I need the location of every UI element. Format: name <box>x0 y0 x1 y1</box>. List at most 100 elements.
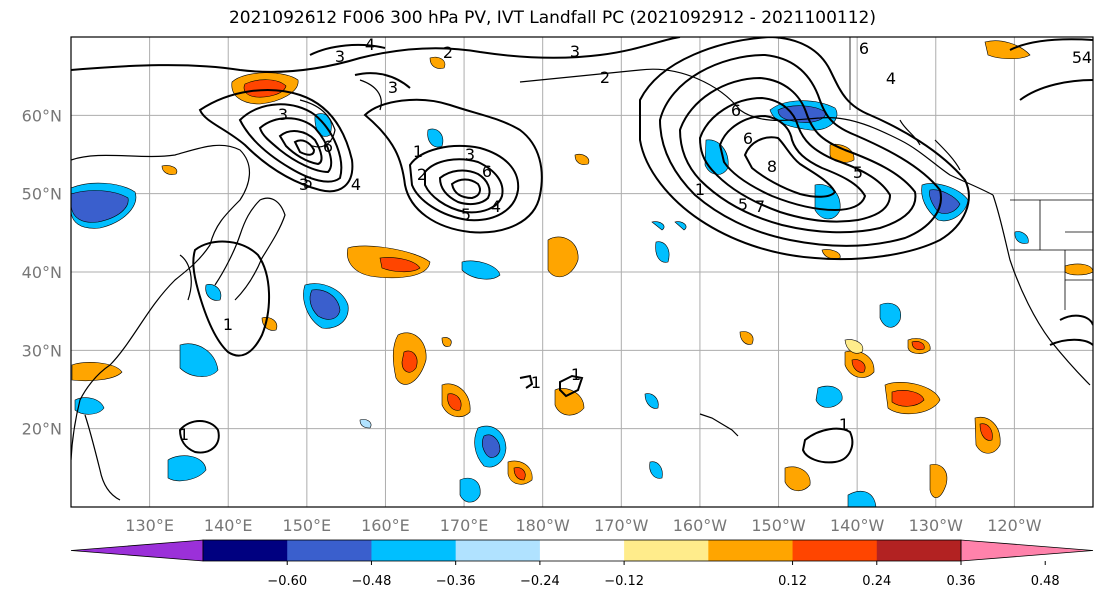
contour-label: 1 <box>413 142 423 161</box>
contour-label: 5 <box>303 173 313 192</box>
taiwan-philippines <box>84 414 121 501</box>
colorbar-tick-label: 0.48 <box>1031 574 1060 589</box>
contour-label: 7 <box>755 197 765 216</box>
asia-coast <box>71 144 250 461</box>
colorbar-segment <box>539 540 625 561</box>
contour-label: 3 <box>465 145 475 164</box>
neg-anomaly <box>879 302 901 328</box>
neg-anomaly <box>167 455 207 482</box>
colorbar-extend-high <box>960 539 1094 562</box>
neg-anomaly-core <box>309 289 341 320</box>
pos-anomaly <box>574 153 590 165</box>
contour-label: 8 <box>767 157 777 176</box>
pv-contour <box>363 98 543 234</box>
map-frame <box>70 36 1094 508</box>
longitude-labels: 130°E 140°E 150°E 160°E 170°E 180°W 170°W 160°W… <box>125 516 1041 535</box>
contour-label: 3 <box>388 78 398 97</box>
lon-tick-label: 170°W <box>594 516 649 535</box>
contour-label: 6 <box>859 39 869 58</box>
lon-tick-label: 130°E <box>125 516 174 535</box>
pos-anomaly-core <box>979 423 993 441</box>
colorbar-segment <box>455 540 541 561</box>
lat-tick-label: 60°N <box>22 106 62 125</box>
neg-anomaly <box>179 343 219 377</box>
contour-label: 3 <box>299 175 309 194</box>
neg-anomaly <box>649 461 663 479</box>
colorbar-segment <box>876 540 962 561</box>
neg-anomaly-core <box>71 190 129 223</box>
pv-contour <box>658 53 942 247</box>
pos-anomaly <box>784 466 811 491</box>
neg-anomaly <box>655 241 670 263</box>
aleutians <box>519 69 641 83</box>
colorbar-segment <box>792 540 878 561</box>
colorbar-segment <box>708 540 794 561</box>
colorbar-tick-label: −0.12 <box>604 574 644 589</box>
pv-contour <box>743 136 837 198</box>
neg-anomaly <box>847 490 877 507</box>
contour-label: 6 <box>731 101 741 120</box>
colorbar-segment <box>287 540 372 561</box>
neg-anomaly <box>205 284 222 301</box>
contour-label: 5 <box>853 163 863 182</box>
contour-label: 1 <box>695 180 705 199</box>
na-coast <box>992 194 1091 386</box>
pv-contour <box>1009 38 1093 346</box>
pos-anomaly <box>547 236 579 278</box>
pv-contour <box>192 240 270 357</box>
neg-anomaly <box>815 385 843 408</box>
pos-anomaly <box>821 249 841 260</box>
neg-anomaly <box>461 260 501 280</box>
pos-anomaly <box>984 40 1031 60</box>
lon-tick-label: 180°W <box>516 516 571 535</box>
korea-japan <box>179 197 286 301</box>
contour-label: 5 <box>738 195 748 214</box>
colorbar-tick-label: 0.12 <box>778 574 807 589</box>
contour-label: 1 <box>531 373 541 392</box>
colorbar-tick-label: −0.60 <box>267 574 307 589</box>
colorbar-tick-label: −0.48 <box>352 574 392 589</box>
bc-islands <box>899 119 961 171</box>
contour-label: 1 <box>839 415 849 434</box>
lon-tick-label: 140°E <box>204 516 253 535</box>
hawaii <box>699 413 739 437</box>
pos-anomaly-core <box>851 359 866 373</box>
ivt-shading <box>71 40 1093 507</box>
lat-tick-label: 40°N <box>22 263 62 282</box>
pv-contour <box>278 130 323 166</box>
pos-anomaly <box>441 337 452 347</box>
pos-anomaly <box>929 464 948 498</box>
political-borders <box>849 37 1093 310</box>
contour-label: 4 <box>351 175 361 194</box>
pv-contour <box>238 103 343 183</box>
neg-anomaly <box>651 221 665 231</box>
pv-contour <box>71 37 681 73</box>
neg-anomaly <box>74 397 105 415</box>
colorbar-outline <box>202 539 962 562</box>
pv-contour <box>519 374 584 398</box>
contour-label: 2 <box>417 165 427 184</box>
neg-anomaly <box>359 419 372 429</box>
lon-tick-label: 140°W <box>830 516 885 535</box>
contour-label: 6 <box>482 162 492 181</box>
pos-anomaly <box>429 56 446 69</box>
colorbar-tick-label: −0.36 <box>436 574 476 589</box>
lon-tick-label: 120°W <box>987 516 1042 535</box>
neg-anomaly <box>644 393 659 409</box>
map-title: 2021092612 F006 300 hPa PV, IVT Landfall… <box>228 8 876 28</box>
lon-tick-label: 160°W <box>673 516 728 535</box>
alaska-coast <box>639 68 994 196</box>
colorbar-extend-low <box>70 539 204 562</box>
pos-anomaly <box>161 165 178 175</box>
contour-label: 6 <box>743 129 753 148</box>
lon-tick-label: 160°E <box>361 516 410 535</box>
contour-label: 5 <box>461 205 471 224</box>
pv-contours <box>71 37 1093 464</box>
pv-contour <box>178 420 220 454</box>
contour-label: 2 <box>443 43 453 62</box>
pos-anomaly-core <box>447 393 462 411</box>
contour-label: 3 <box>570 42 580 61</box>
neg-anomaly <box>427 128 444 148</box>
pos-anomaly <box>71 362 123 382</box>
